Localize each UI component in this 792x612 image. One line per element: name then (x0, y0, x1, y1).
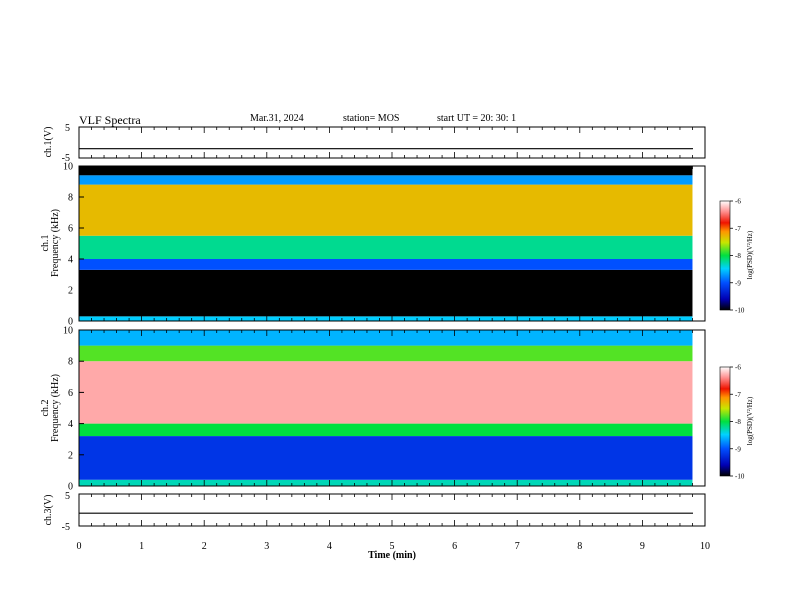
ch1-spectrogram-panel: 0 2 4 6 8 10 ch.1 Frequency (kHz) -6 -7 -8 -9 -10… (40, 162, 754, 328)
spectrogram-band-0 (79, 479, 693, 486)
ch2-spectrogram-image (79, 330, 693, 486)
spectrogram-band-4 (79, 345, 693, 362)
ch2-colorbar-ticks: -6 -7 -8 -9 -10 (730, 364, 745, 481)
figure-start-time: start UT = 20: 30: 1 (437, 113, 517, 124)
figure-title: VLF Spectra (79, 113, 141, 127)
frequency-tick-label: 2 (68, 450, 73, 461)
time-tick-label: 9 (640, 541, 645, 552)
spectrogram-band-1 (79, 269, 693, 317)
colorbar-tick-label: -7 (735, 391, 741, 399)
spectrogram-band-5 (79, 175, 693, 185)
colorbar-tick-label: -6 (735, 198, 741, 206)
ch2-colorbar-gradient (719, 366, 731, 477)
ch2-colorbar: -6 -7 -8 -9 -10 log(PSD)(V²/Hz) (719, 364, 754, 481)
frequency-tick-label: 8 (68, 357, 73, 368)
time-tick-label: 2 (202, 541, 207, 552)
time-tick-label: 10 (700, 541, 710, 552)
spectrogram-band-4 (79, 184, 693, 236)
colorbar-tick-label: -8 (735, 418, 741, 426)
ch1-voltage-panel: 5 -5 ch.1(V) (43, 123, 706, 164)
ch1-colorbar-gradient (719, 200, 731, 311)
ch1s-ylabel-channel: ch.1 (40, 235, 51, 252)
frequency-tick-label: 0 (68, 482, 73, 493)
spectrogram-band-3 (79, 235, 693, 259)
ch1-colorbar-ticks: -6 -7 -8 -9 -10 (730, 198, 745, 315)
ch1v-ytick-bottom: -5 (62, 153, 70, 164)
time-tick-label: 4 (327, 541, 332, 552)
colorbar-tick-label: -7 (735, 225, 741, 233)
ch2-spectrogram-panel: 0 2 4 6 8 10 ch.2 Frequency (kHz) -6 -7 -8 -9 -10… (40, 326, 754, 493)
spectrogram-band-2 (79, 259, 693, 270)
ch3v-ylabel: ch.3(V) (43, 495, 54, 526)
ch1-spectrogram-yticks: 0 2 4 6 8 10 (63, 162, 84, 328)
spectrogram-band-6 (79, 166, 693, 176)
colorbar-tick-label: -6 (735, 364, 741, 372)
time-tick-label: 7 (515, 541, 520, 552)
ch1-colorbar-label: log(PSD)(V²/Hz) (746, 230, 754, 279)
spectrogram-band-2 (79, 423, 693, 437)
time-tick-label: 3 (264, 541, 269, 552)
ch2s-ylabel-frequency: Frequency (kHz) (50, 374, 61, 442)
time-tick-label: 6 (452, 541, 457, 552)
frequency-tick-label: 6 (68, 388, 73, 399)
ch3v-ytick-bottom: -5 (62, 522, 70, 533)
frequency-tick-label: 8 (68, 193, 73, 204)
frequency-tick-label: 6 (68, 224, 73, 235)
time-tick-label: 0 (77, 541, 82, 552)
ch1-spectrogram-image (79, 166, 693, 321)
time-tick-label: 1 (139, 541, 144, 552)
ch1v-ylabel: ch.1(V) (43, 127, 54, 158)
spectrogram-band-1 (79, 436, 693, 480)
spectrogram-band-3 (79, 361, 693, 424)
frequency-tick-label: 10 (63, 326, 73, 337)
time-tick-label: 5 (390, 541, 395, 552)
figure-date: Mar.31, 2024 (250, 113, 304, 124)
frequency-tick-label: 10 (63, 162, 73, 173)
colorbar-tick-label: -10 (735, 473, 745, 481)
ch1s-ylabel-frequency: Frequency (kHz) (50, 209, 61, 277)
ch2s-ylabel-channel: ch.2 (40, 400, 51, 417)
ch1v-ytick-top: 5 (65, 123, 70, 134)
ch1-colorbar: -6 -7 -8 -9 -10 log(PSD)(V²/Hz) (719, 198, 754, 315)
ch2-spectrogram-yticks: 0 2 4 6 8 10 (63, 326, 84, 493)
spectrogram-band-0 (79, 316, 693, 321)
frequency-tick-label: 0 (68, 317, 73, 328)
colorbar-tick-label: -9 (735, 445, 741, 453)
time-axis-label: Time (min) (368, 550, 416, 561)
ch3v-ytick-top: 5 (65, 491, 70, 502)
colorbar-tick-label: -8 (735, 252, 741, 260)
frequency-tick-label: 2 (68, 286, 73, 297)
frequency-tick-label: 4 (68, 255, 73, 266)
time-axis-ticks: 0 1 2 3 4 5 6 7 8 9 10 (77, 127, 710, 552)
time-tick-label: 8 (577, 541, 582, 552)
colorbar-tick-label: -9 (735, 279, 741, 287)
colorbar-tick-label: -10 (735, 307, 745, 315)
figure-station: station= MOS (343, 113, 400, 124)
frequency-tick-label: 4 (68, 419, 73, 430)
ch2-colorbar-label: log(PSD)(V²/Hz) (746, 396, 754, 445)
spectrogram-band-5 (79, 330, 693, 346)
ch3-voltage-panel: 5 -5 ch.3(V) (43, 491, 706, 533)
